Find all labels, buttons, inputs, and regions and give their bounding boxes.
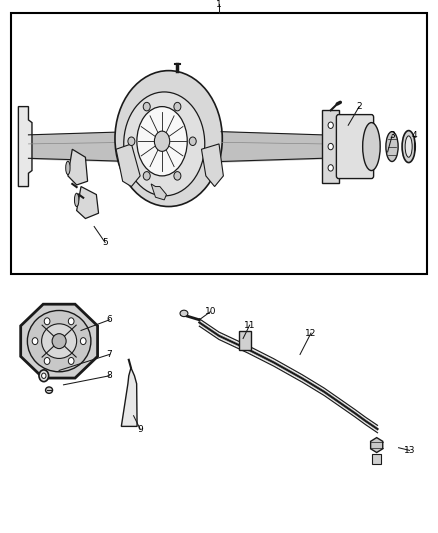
Ellipse shape [42, 324, 77, 358]
Ellipse shape [154, 131, 170, 151]
Ellipse shape [143, 102, 150, 111]
Polygon shape [21, 304, 98, 378]
Text: 3: 3 [389, 132, 395, 140]
Ellipse shape [137, 107, 187, 176]
Ellipse shape [52, 334, 66, 349]
Text: 2: 2 [357, 102, 362, 111]
Text: 1: 1 [216, 0, 222, 9]
Ellipse shape [124, 92, 205, 196]
Text: 9: 9 [137, 425, 143, 433]
Text: 6: 6 [106, 316, 113, 324]
Bar [11, 13, 427, 274]
Ellipse shape [143, 172, 150, 180]
Polygon shape [116, 144, 140, 187]
Polygon shape [68, 149, 88, 185]
Ellipse shape [32, 338, 38, 344]
Text: 7: 7 [106, 350, 113, 359]
Ellipse shape [68, 358, 74, 365]
Ellipse shape [189, 137, 196, 146]
Bar [322, 110, 339, 183]
Ellipse shape [115, 70, 222, 206]
Ellipse shape [363, 123, 380, 171]
Ellipse shape [328, 143, 333, 150]
Ellipse shape [174, 102, 181, 111]
Text: 12: 12 [305, 329, 317, 337]
Ellipse shape [81, 338, 86, 344]
FancyBboxPatch shape [336, 115, 374, 179]
Text: 13: 13 [404, 446, 415, 455]
Ellipse shape [74, 193, 79, 207]
Text: 10: 10 [205, 308, 216, 316]
FancyBboxPatch shape [239, 331, 251, 350]
Ellipse shape [328, 165, 333, 171]
Ellipse shape [402, 131, 415, 163]
Polygon shape [77, 187, 99, 219]
Ellipse shape [68, 318, 74, 325]
Ellipse shape [42, 373, 46, 378]
Polygon shape [371, 438, 383, 453]
Ellipse shape [128, 137, 135, 146]
Ellipse shape [174, 172, 181, 180]
Ellipse shape [27, 310, 91, 372]
Ellipse shape [180, 310, 188, 317]
Ellipse shape [328, 122, 333, 128]
Polygon shape [121, 368, 137, 426]
Polygon shape [18, 107, 32, 187]
Text: 8: 8 [106, 372, 113, 380]
Text: 5: 5 [102, 238, 108, 247]
Polygon shape [151, 184, 166, 200]
Polygon shape [201, 144, 223, 187]
Ellipse shape [405, 136, 412, 157]
Text: 11: 11 [244, 321, 255, 329]
Text: 4: 4 [411, 132, 417, 140]
Ellipse shape [386, 132, 398, 161]
Bar [372, 454, 381, 464]
Ellipse shape [44, 318, 50, 325]
Ellipse shape [46, 387, 53, 393]
Ellipse shape [44, 358, 50, 365]
Ellipse shape [39, 370, 49, 382]
Ellipse shape [66, 161, 70, 175]
